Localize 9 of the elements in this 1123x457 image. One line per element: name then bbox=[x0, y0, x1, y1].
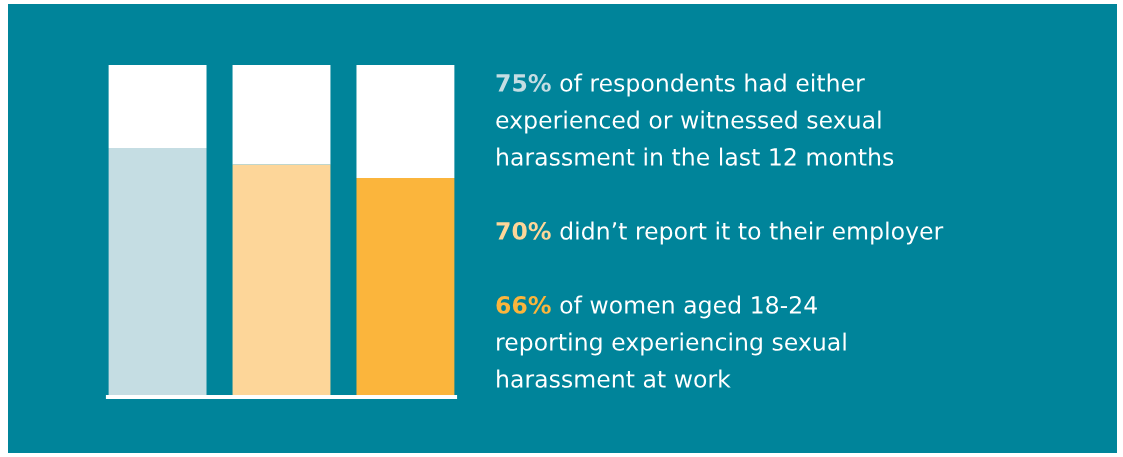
bar bbox=[232, 65, 331, 165]
text: 75% of respondents had either experienced or witnessed sexual harassment in the last 12 months bbox=[496, 73, 894, 166]
text: 70% didn’t report it to their employer bbox=[496, 221, 944, 245]
bar bbox=[356, 65, 455, 178]
bar bbox=[232, 164, 331, 397]
text: 66% of women aged 18-24 reporting experiencing sexual harassment at work bbox=[496, 295, 846, 388]
bar bbox=[108, 148, 207, 397]
bar bbox=[108, 65, 207, 148]
bar bbox=[356, 177, 455, 397]
